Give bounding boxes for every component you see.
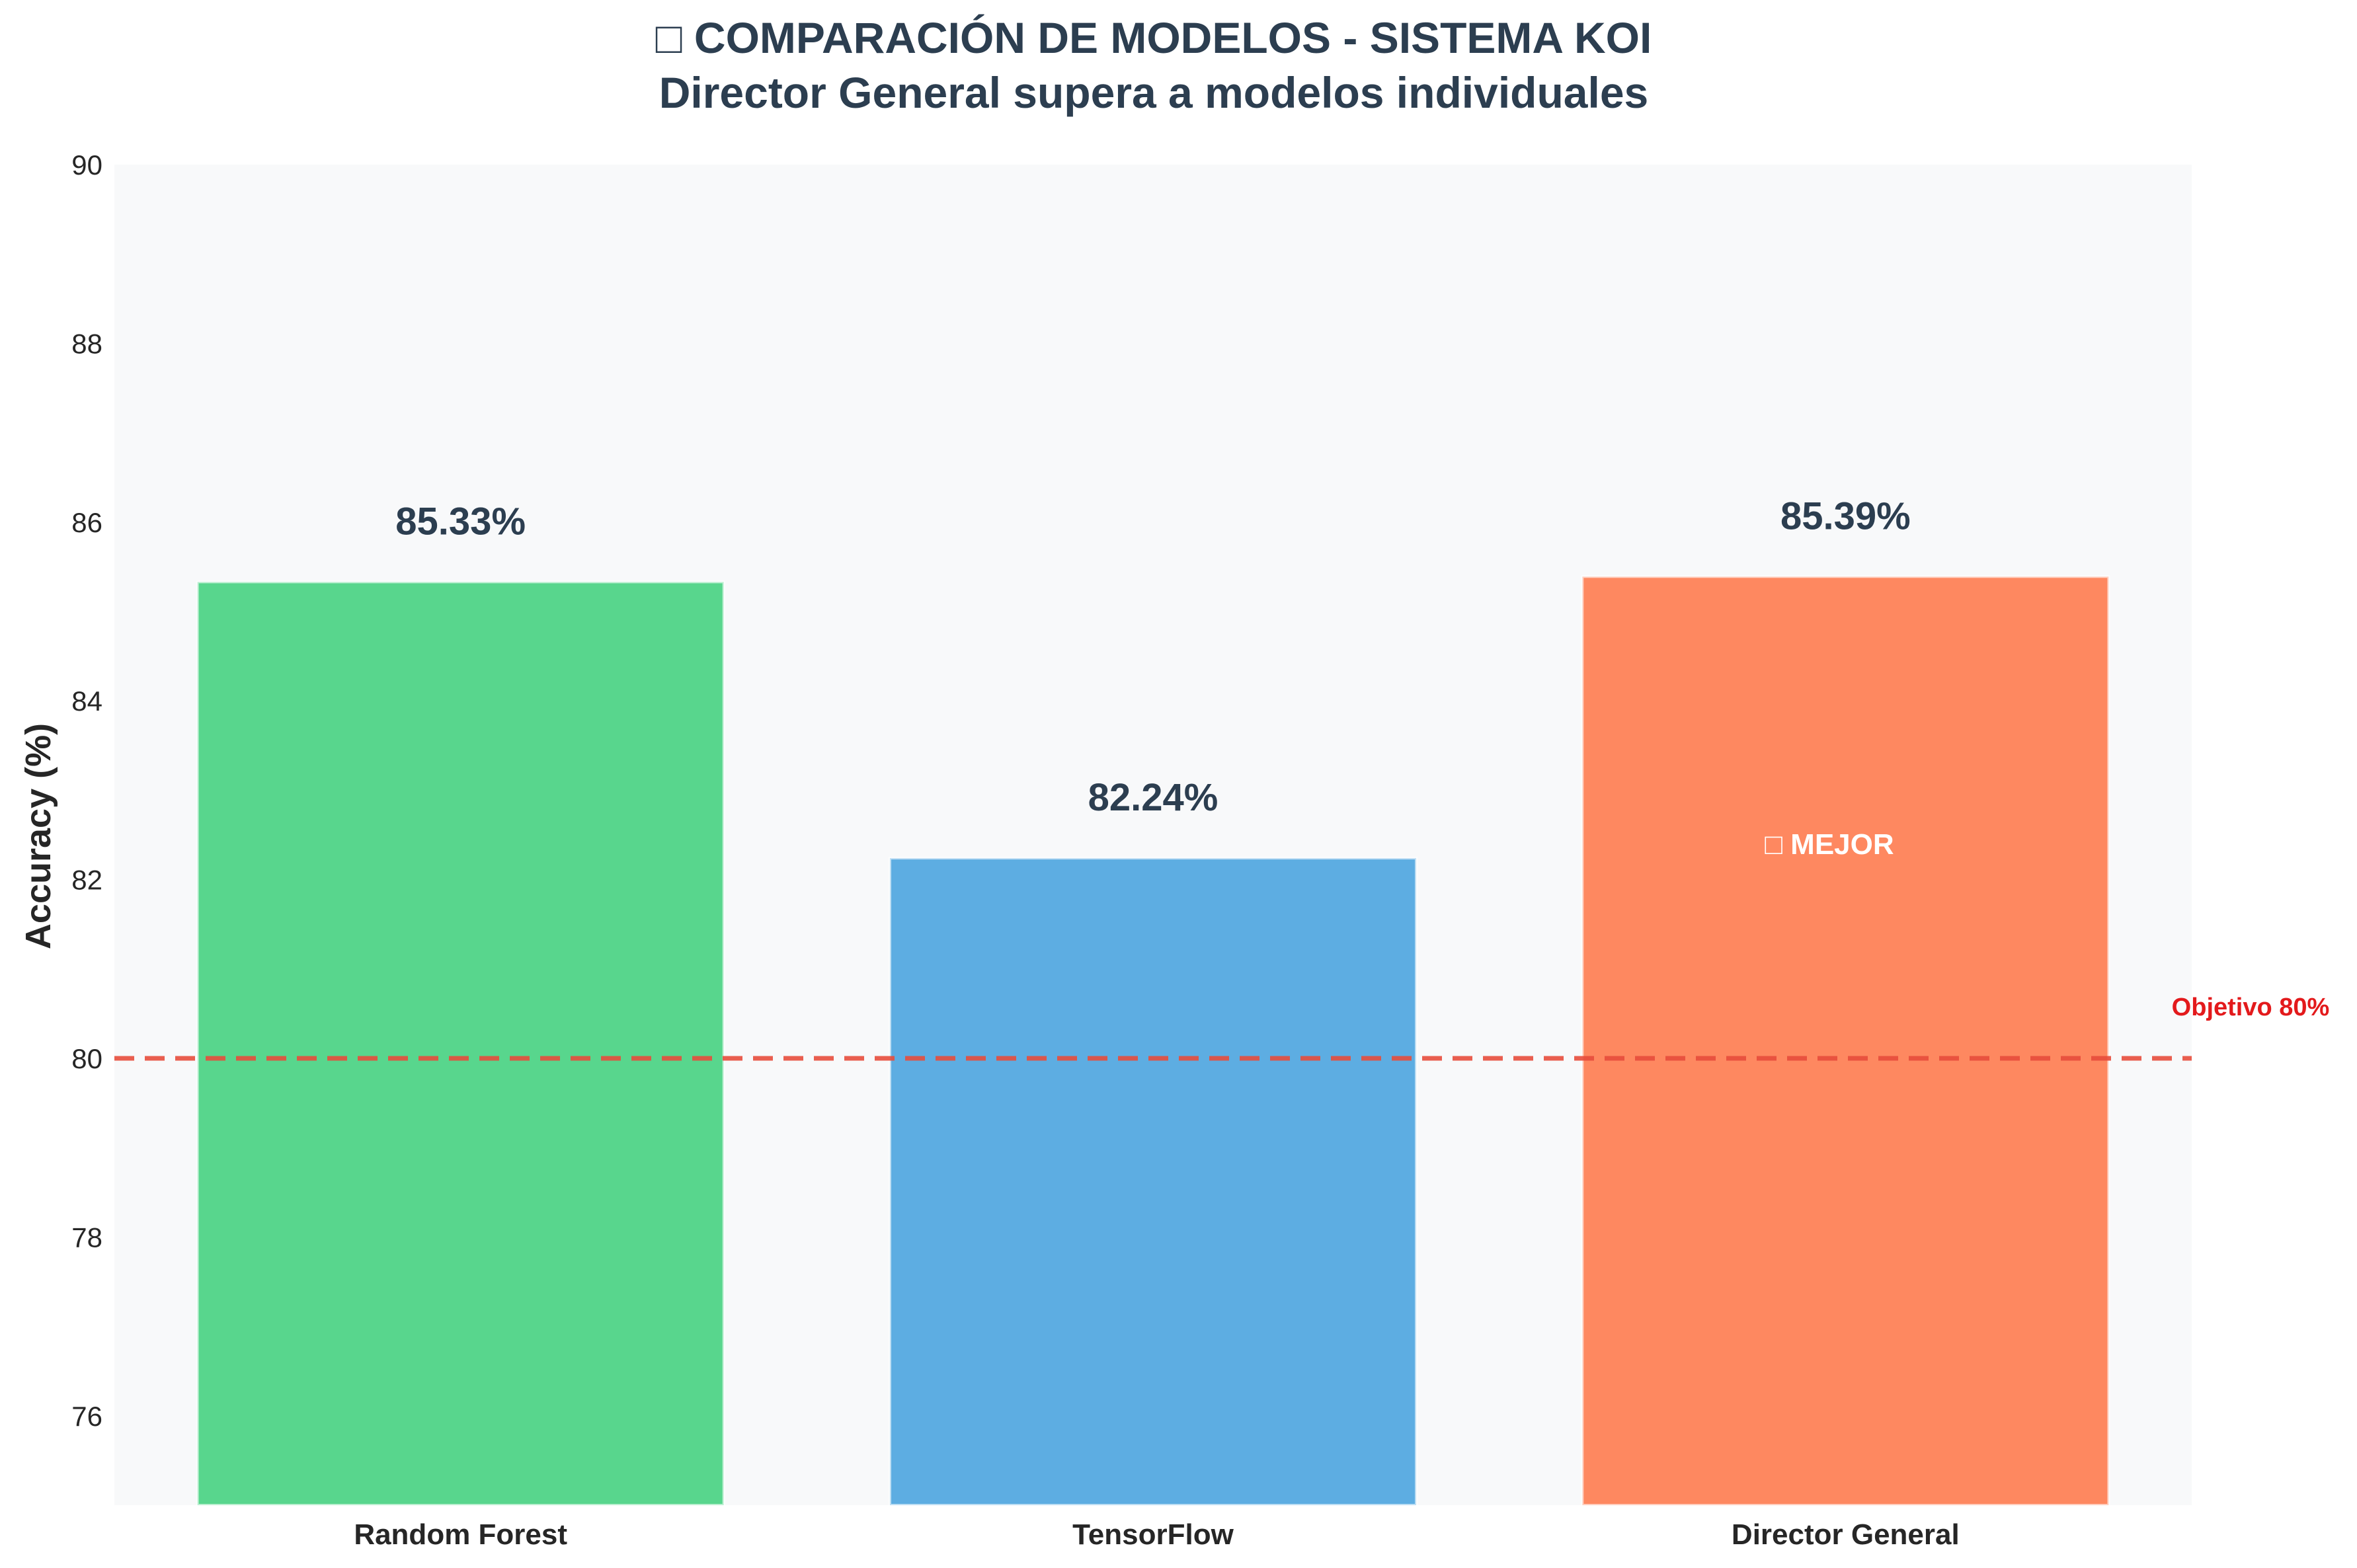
bar-value-label: 85.33%: [395, 500, 526, 543]
y-tick-label: 88: [71, 328, 102, 359]
bar-random-forest: [196, 580, 725, 1507]
x-tick-label: TensorFlow: [1072, 1518, 1234, 1551]
bar-tensorflow: [889, 857, 1418, 1507]
reference-line-label: Objetivo 80%: [2172, 994, 2330, 1021]
y-axis-label: Accuracy (%): [19, 723, 58, 949]
y-tick-label: 78: [71, 1222, 102, 1253]
y-tick-label: 86: [71, 507, 102, 538]
y-tick-label: 80: [71, 1043, 102, 1074]
y-tick-label: 90: [71, 149, 102, 180]
best-model-badge: □ MEJOR: [1765, 828, 1894, 861]
y-tick-label: 84: [71, 686, 102, 717]
chart-subtitle: Director General supera a modelos indivi…: [659, 68, 1649, 117]
chart-title: □ COMPARACIÓN DE MODELOS - SISTEMA KOI: [656, 13, 1652, 62]
y-tick-label: 82: [71, 865, 102, 896]
bar-director-general: [1581, 575, 2110, 1507]
y-tick-label: 76: [71, 1401, 102, 1432]
x-tick-label: Director General: [1732, 1518, 1960, 1551]
bar-value-label: 82.24%: [1088, 776, 1218, 819]
bar-value-label: 85.39%: [1780, 494, 1911, 537]
x-tick-label: Random Forest: [354, 1518, 567, 1551]
